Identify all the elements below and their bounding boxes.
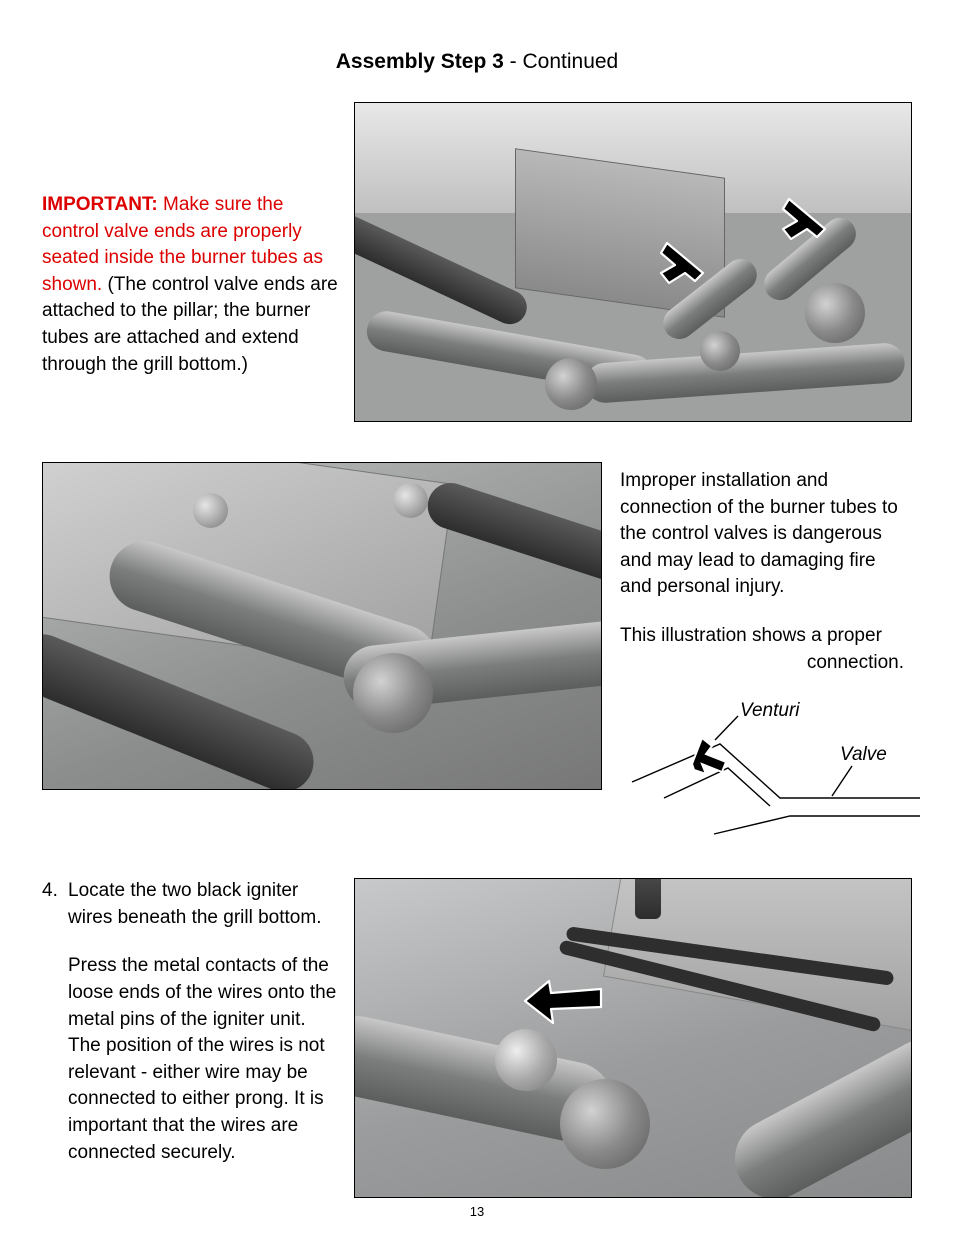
- section-3-para-2: Press the metal contacts of the loose en…: [68, 953, 342, 1166]
- section-1: IMPORTANT: Make sure the control valve e…: [42, 102, 912, 422]
- section-2: Improper installation and connection of …: [42, 462, 912, 838]
- figure-1-valve-seating: [354, 102, 912, 422]
- title-rest: - Continued: [504, 50, 618, 73]
- section-3-text: 4. Locate the two black igniter wires be…: [42, 878, 342, 1198]
- page: Assembly Step 3 - Continued IMPORTANT: M…: [0, 0, 954, 1235]
- arrow-icon: [523, 977, 603, 1027]
- section-3: 4. Locate the two black igniter wires be…: [42, 878, 912, 1198]
- page-number: 13: [0, 1204, 954, 1219]
- title-bold: Assembly Step 3: [336, 50, 504, 73]
- section-2-para-2b: connection.: [620, 650, 912, 677]
- arrow-icon: [655, 233, 715, 293]
- diagram-svg: [620, 698, 920, 843]
- venturi-valve-diagram: Venturi Valve: [620, 698, 912, 838]
- figure-2-proper-connection: [42, 462, 602, 790]
- section-2-para-2a: This illustration shows a proper: [620, 623, 912, 650]
- arrow-icon: [777, 189, 837, 249]
- step-number: 4.: [42, 878, 68, 1188]
- important-label: IMPORTANT:: [42, 194, 158, 215]
- section-2-para-1: Improper installation and connection of …: [620, 468, 912, 601]
- page-title: Assembly Step 3 - Continued: [42, 50, 912, 74]
- section-1-text: IMPORTANT: Make sure the control valve e…: [42, 102, 342, 422]
- figure-3-igniter-wires: [354, 878, 912, 1198]
- section-3-para-1: Locate the two black igniter wires benea…: [68, 878, 342, 931]
- section-2-text: Improper installation and connection of …: [620, 462, 912, 838]
